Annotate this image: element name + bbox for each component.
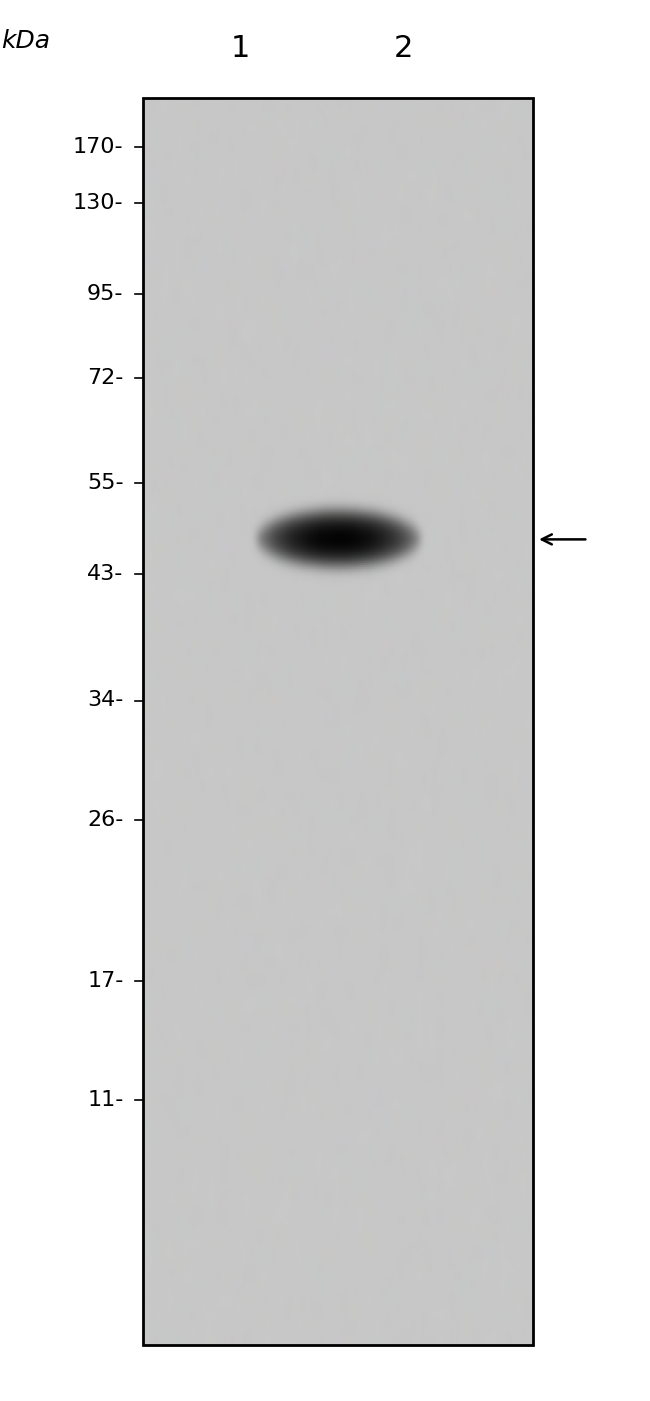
Text: 55-: 55- bbox=[87, 474, 124, 493]
Text: 17-: 17- bbox=[87, 971, 124, 991]
Text: 130-: 130- bbox=[73, 193, 124, 213]
Text: 1: 1 bbox=[231, 34, 250, 63]
Text: 11-: 11- bbox=[87, 1090, 124, 1110]
Text: 26-: 26- bbox=[87, 810, 124, 829]
Text: 2: 2 bbox=[393, 34, 413, 63]
Text: kDa: kDa bbox=[1, 29, 51, 53]
Text: 72-: 72- bbox=[87, 368, 124, 388]
Bar bbox=[143, 98, 533, 1345]
Text: 170-: 170- bbox=[73, 137, 124, 157]
Text: 43-: 43- bbox=[87, 565, 124, 584]
Text: 34-: 34- bbox=[87, 691, 124, 710]
Text: 95-: 95- bbox=[87, 284, 124, 304]
